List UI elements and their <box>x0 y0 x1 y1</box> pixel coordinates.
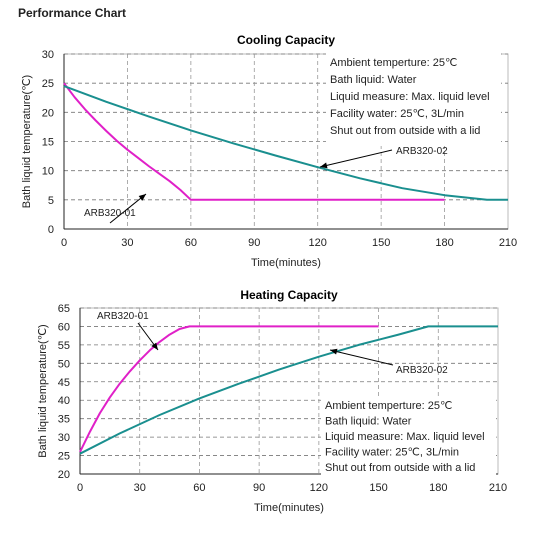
cooling-x-tick-label: 180 <box>435 237 453 249</box>
cooling-callout-arrowhead <box>138 194 146 201</box>
heating-y-tick-label: 45 <box>58 377 70 389</box>
heating-y-tick-label: 20 <box>58 469 70 481</box>
heating-series-line-arb320-02 <box>79 325 498 455</box>
cooling-y-tick-label: 0 <box>48 224 54 236</box>
cooling-note-line: Ambient temperture: 25℃ <box>330 57 457 69</box>
cooling-x-tick-label: 150 <box>372 237 390 249</box>
heating-y-tick-label: 40 <box>58 395 70 407</box>
cooling-callout-line <box>319 149 393 168</box>
cooling-chart-title: Cooling Capacity <box>237 33 335 47</box>
cooling-y-tick-label: 30 <box>42 49 54 61</box>
heating-x-tick-label: 60 <box>193 482 205 494</box>
cooling-x-tick-label: 0 <box>61 237 67 249</box>
heating-note-line: Bath liquid: Water <box>325 416 412 428</box>
heating-y-tick-label: 65 <box>58 303 70 315</box>
cooling-x-tick-label: 60 <box>185 237 197 249</box>
heating-note-line: Ambient temperture: 25℃ <box>325 400 452 412</box>
cooling-curve-label: ARB320-02 <box>396 146 448 157</box>
heating-callout-line <box>329 349 394 366</box>
heating-y-tick-label: 50 <box>58 358 70 370</box>
heating-chart-title: Heating Capacity <box>240 288 338 302</box>
heating-curve-label: ARB320-02 <box>396 365 448 376</box>
cooling-y-axis-label: Bath liquid temperature(℃) <box>21 75 33 208</box>
cooling-series-line-arb320-01 <box>63 82 445 201</box>
cooling-x-tick-label: 30 <box>121 237 133 249</box>
heating-y-tick-label: 55 <box>58 340 70 352</box>
cooling-y-tick-label: 20 <box>42 107 54 119</box>
heating-capacity-chart: Heating Capacity 20 25 30 35 40 45 50 55 60 65 0 30 6… <box>37 288 507 514</box>
heating-y-tick-label: 30 <box>58 432 70 444</box>
cooling-series-line-arb320-02 <box>63 85 508 201</box>
cooling-note-line: Facility water: 25℃, 3L/min <box>330 108 464 120</box>
cooling-note-line: Shut out from outside with a lid <box>330 125 480 137</box>
heating-x-tick-label: 0 <box>77 482 83 494</box>
heating-callout-arrowhead <box>330 348 338 355</box>
heating-x-tick-label: 120 <box>310 482 328 494</box>
heating-x-tick-label: 180 <box>429 482 447 494</box>
heating-series-line-arb320-01 <box>79 325 379 453</box>
cooling-x-tick-label: 90 <box>248 237 260 249</box>
cooling-y-tick-label: 5 <box>48 195 54 207</box>
heating-note-line: Facility water: 25℃, 3L/min <box>325 447 459 459</box>
heating-x-tick-label: 30 <box>134 482 146 494</box>
cooling-curve-label: ARB320-01 <box>84 208 136 219</box>
cooling-x-tick-label: 120 <box>309 237 327 249</box>
heating-x-axis-label: Time(minutes) <box>254 502 324 514</box>
heating-notes-bg <box>321 396 496 482</box>
cooling-y-tick-label: 10 <box>42 166 54 178</box>
cooling-note-line: Liquid measure: Max. liquid level <box>330 91 490 103</box>
heating-note-line: Liquid measure: Max. liquid level <box>325 431 485 443</box>
cooling-callout-arrowhead <box>320 162 328 169</box>
heating-callout-arrowhead <box>151 342 158 350</box>
cooling-notes-bg <box>326 53 501 146</box>
cooling-note-line: Bath liquid: Water <box>330 74 417 86</box>
cooling-y-tick-label: 25 <box>42 78 54 90</box>
cooling-y-tick-label: 15 <box>42 137 54 149</box>
heating-x-tick-label: 90 <box>253 482 265 494</box>
cooling-x-axis-label: Time(minutes) <box>251 257 321 269</box>
heating-x-tick-label: 210 <box>489 482 507 494</box>
page-title: Performance Chart <box>18 6 127 20</box>
heating-y-tick-label: 60 <box>58 321 70 333</box>
heating-y-axis-label: Bath liquid temperature(℃) <box>37 324 49 457</box>
heating-y-tick-label: 25 <box>58 451 70 463</box>
heating-y-tick-label: 35 <box>58 414 70 426</box>
cooling-callout-line <box>109 193 147 224</box>
heating-curve-label: ARB320-01 <box>97 311 149 322</box>
cooling-x-tick-label: 210 <box>499 237 517 249</box>
cooling-capacity-chart: Cooling Capacity 0 5 10 15 20 25 30 0 30 60 90 120 15… <box>21 33 517 269</box>
heating-note-line: Shut out from outside with a lid <box>325 462 475 474</box>
heating-x-tick-label: 150 <box>369 482 387 494</box>
